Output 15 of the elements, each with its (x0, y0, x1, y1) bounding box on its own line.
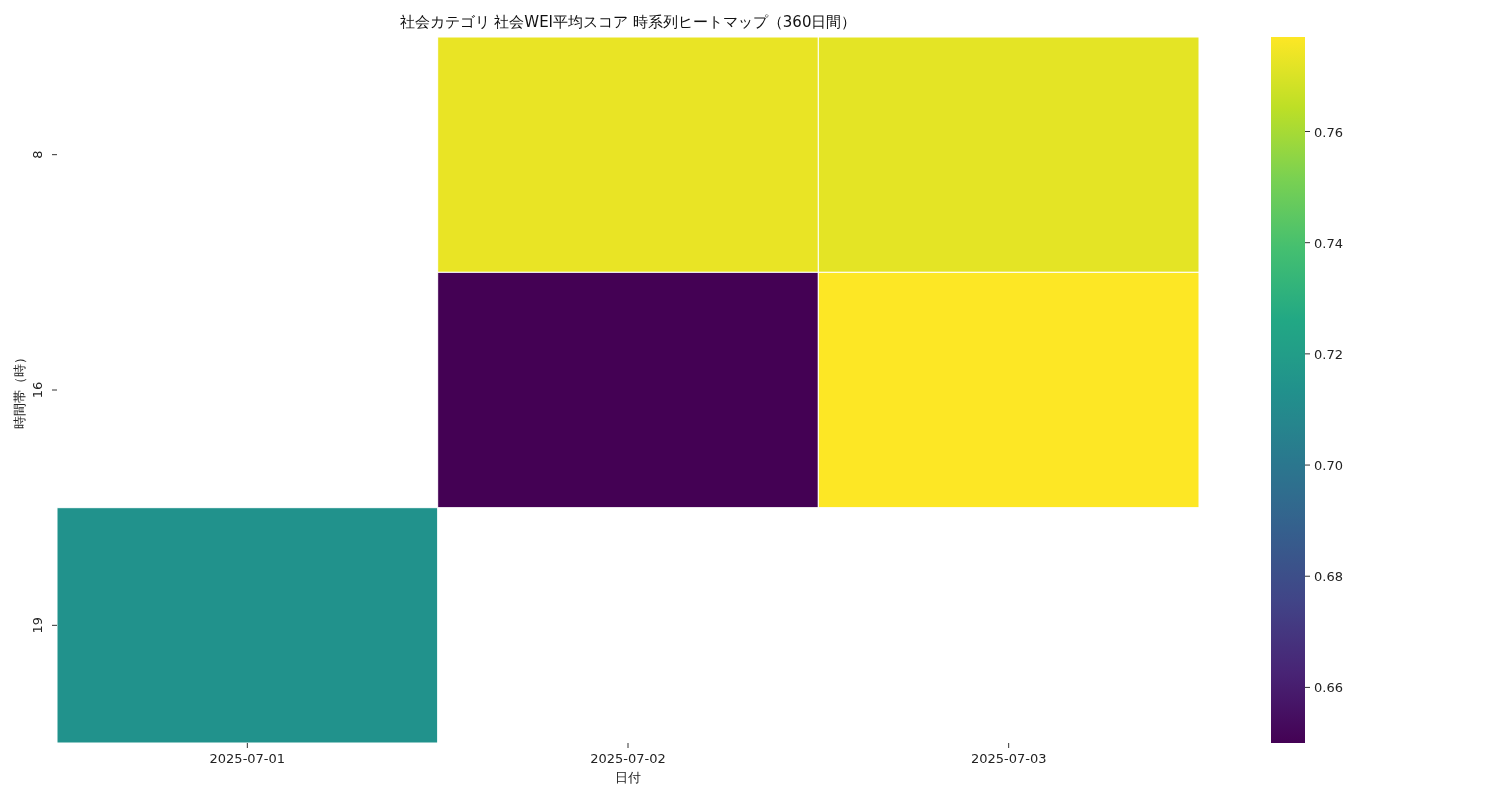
y-tick-label: 19 (30, 617, 45, 634)
x-axis-title: 日付 (615, 770, 641, 785)
x-tick-label: 2025-07-01 (209, 751, 286, 766)
color-bar-label: 0.76 (1314, 124, 1343, 140)
color-bar-label: 0.70 (1314, 458, 1343, 474)
y-tick-label: 8 (30, 150, 45, 159)
color-bar-label: 0.66 (1314, 680, 1343, 696)
x-tick-label: 2025-07-03 (970, 751, 1047, 766)
x-tick-label: 2025-07-02 (590, 751, 666, 766)
color-bar-label: 0.74 (1314, 235, 1343, 251)
y-axis-title: 時間帯（時） (12, 351, 27, 429)
y-tick-label: 16 (30, 381, 45, 399)
color-bar-label: 0.68 (1314, 569, 1343, 585)
color-bar-label: 0.72 (1314, 346, 1343, 362)
chart-title: 社会カテゴリ 社会WEI平均スコア 時系列ヒートマップ（360日間） (399, 13, 857, 31)
